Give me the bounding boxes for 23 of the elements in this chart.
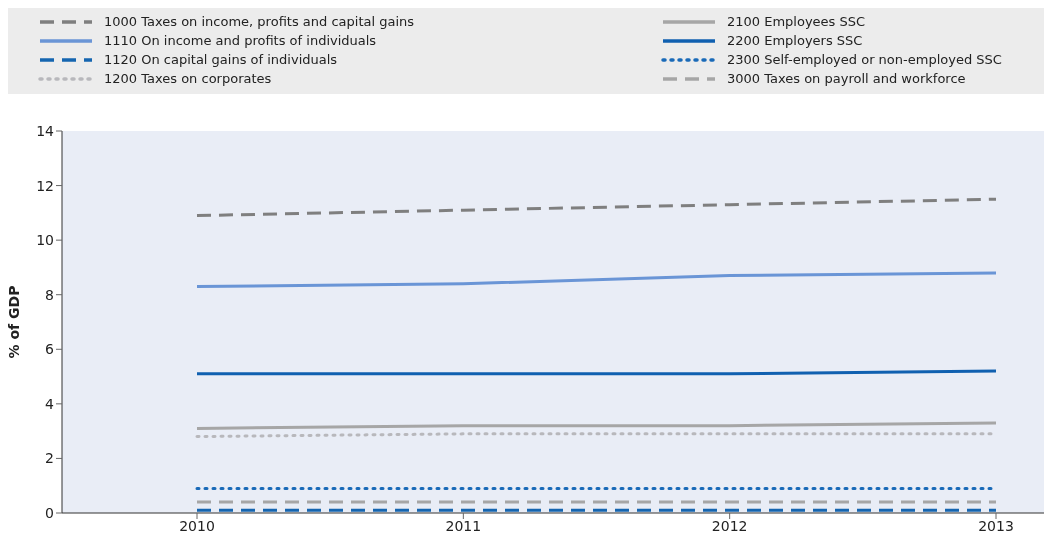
legend-label: 2200 Employers SSC — [727, 33, 863, 48]
y-tick-label: 4 — [45, 395, 55, 412]
y-tick-label: 8 — [45, 286, 54, 303]
x-tick-label: 2013 — [978, 517, 1014, 534]
y-axis-title: % of GDP — [5, 285, 22, 359]
y-tick-label: 6 — [45, 341, 55, 358]
legend-label: 3000 Taxes on payroll and workforce — [727, 71, 966, 86]
legend-label: 1120 On capital gains of individuals — [104, 52, 338, 67]
y-tick-label: 2 — [45, 450, 54, 467]
y-tick-label: 10 — [36, 232, 54, 249]
legend-label: 1200 Taxes on corporates — [104, 71, 272, 86]
line-series — [195, 197, 998, 218]
x-tick-label: 2011 — [445, 517, 482, 534]
legend-label: 1110 On income and profits of individuals — [104, 33, 377, 48]
x-tick-label: 2010 — [179, 517, 215, 534]
x-tick-label: 2012 — [711, 517, 748, 534]
legend-label: 2300 Self-employed or non-employed SSC — [727, 52, 1002, 67]
y-tick-label: 12 — [36, 177, 54, 194]
y-tick-label: 0 — [45, 504, 54, 521]
legend-label: 2100 Employees SSC — [727, 14, 866, 29]
y-tick-label: 14 — [36, 122, 55, 139]
legend-label: 1000 Taxes on income, profits and capital gains — [104, 14, 415, 29]
line-series — [195, 271, 998, 289]
